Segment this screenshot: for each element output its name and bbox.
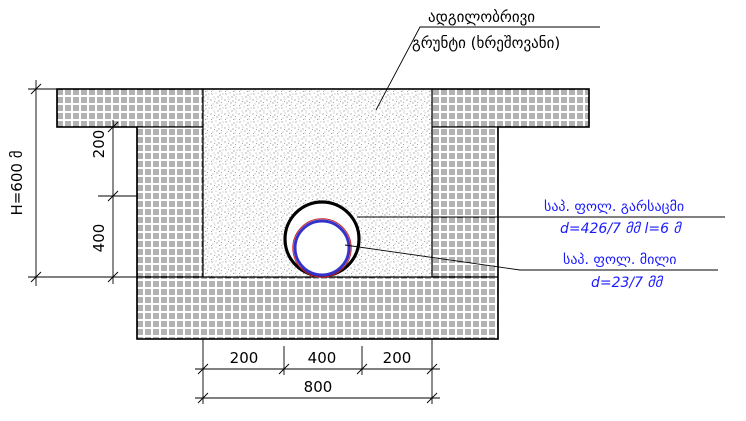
- native-soil-hatch: [56, 88, 590, 340]
- label-pipe-title: საპ. ფოლ. მილი: [563, 252, 677, 268]
- dim-bottom-middle: 400: [308, 349, 337, 367]
- dim-upper-depth: 200: [90, 130, 108, 159]
- label-pipe-spec: d=23/7 მმ: [591, 275, 664, 291]
- dim-total-height: H=600 მ: [8, 150, 26, 215]
- dim-bottom-right: 200: [383, 349, 412, 367]
- dim-total-width: 800: [304, 378, 333, 396]
- label-casing-spec: d=426/7 მმ l=6 მ: [560, 221, 682, 237]
- leader-native-soil: [375, 26, 600, 111]
- dim-lower-depth: 400: [90, 224, 108, 253]
- dimension-total-width: [195, 392, 440, 404]
- steel-pipe: [292, 218, 352, 278]
- leader-pipe: [344, 244, 718, 271]
- label-native-soil-line2: გრუნტი (ხრეშოვანი): [412, 34, 560, 52]
- label-casing-title: საპ. ფოლ. გარსაცმი: [544, 198, 684, 215]
- dimension-bottom-split: [195, 339, 440, 404]
- label-native-soil-line1: ადგილობრივი: [428, 8, 535, 26]
- dim-bottom-left: 200: [230, 349, 259, 367]
- trench-outline: [56, 88, 590, 340]
- dimension-depth-split: [98, 120, 137, 284]
